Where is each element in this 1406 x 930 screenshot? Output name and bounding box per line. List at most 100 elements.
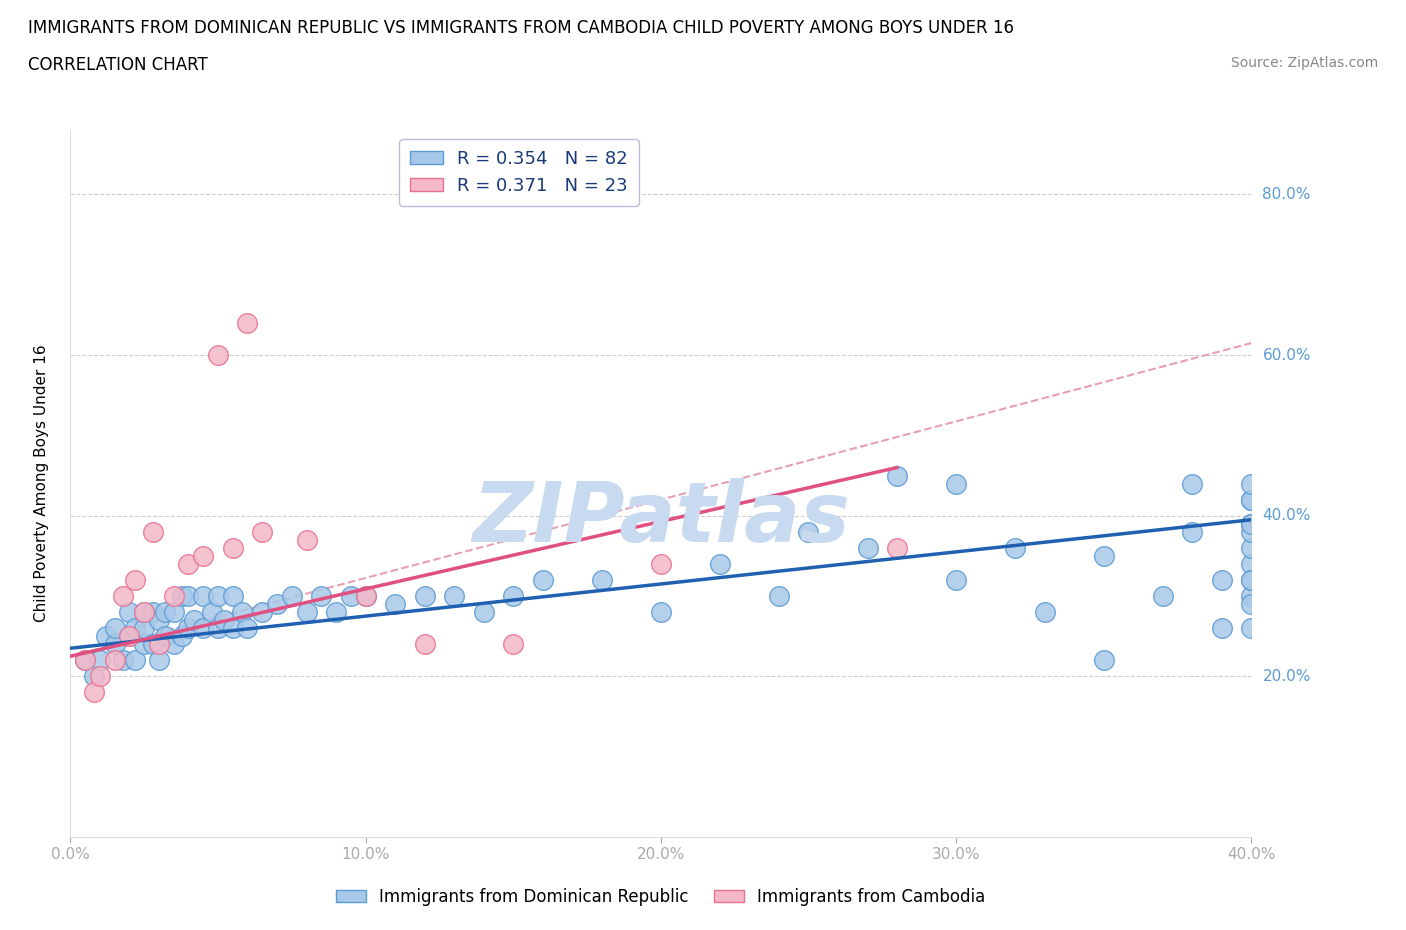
Point [1181,525,1204,539]
Point [104,653,127,668]
Point [212,613,235,628]
Point [797,525,820,539]
Point [118,629,141,644]
Point [118,604,141,619]
Point [231,604,253,619]
Point [886,540,908,555]
Point [222,589,245,604]
Point [191,589,214,604]
Point [124,573,146,588]
Point [1240,620,1263,635]
Point [281,589,304,604]
Point [172,629,194,644]
Point [83,669,105,684]
Point [112,589,135,604]
Point [142,637,165,652]
Point [183,613,205,628]
Point [94,629,117,644]
Point [172,589,194,604]
Point [112,653,135,668]
Point [531,573,554,588]
Point [142,525,165,539]
Point [132,604,156,619]
Point [207,620,229,635]
Point [75,653,96,668]
Text: 80.0%: 80.0% [1263,187,1310,202]
Point [177,620,200,635]
Point [132,604,156,619]
Point [163,637,186,652]
Point [384,597,406,612]
Point [945,573,967,588]
Point [502,637,524,652]
Point [856,540,879,555]
Text: Source: ZipAtlas.com: Source: ZipAtlas.com [1230,56,1378,70]
Legend: R = 0.354   N = 82, R = 0.371   N = 23: R = 0.354 N = 82, R = 0.371 N = 23 [399,140,638,206]
Point [650,556,672,571]
Point [650,604,672,619]
Point [148,653,170,668]
Point [1240,556,1263,571]
Point [132,620,156,635]
Point [148,613,170,628]
Point [201,604,224,619]
Point [207,348,229,363]
Text: 60.0%: 60.0% [1263,348,1310,363]
Point [236,620,259,635]
Point [89,653,111,668]
Point [1240,492,1263,507]
Point [124,653,146,668]
Point [75,653,96,668]
Point [295,532,318,547]
Point [1240,540,1263,555]
Point [1092,549,1115,564]
Point [295,604,318,619]
Point [142,604,165,619]
Point [89,669,111,684]
Text: IMMIGRANTS FROM DOMINICAN REPUBLIC VS IMMIGRANTS FROM CAMBODIA CHILD POVERTY AMO: IMMIGRANTS FROM DOMINICAN REPUBLIC VS IM… [28,19,1014,36]
Point [325,604,347,619]
Point [132,637,156,652]
Point [768,589,790,604]
Point [236,315,259,330]
Point [83,685,105,700]
Point [124,620,146,635]
Point [191,549,214,564]
Point [163,604,186,619]
Point [1240,516,1263,531]
Point [177,556,200,571]
Text: ZIPatlas: ZIPatlas [472,478,849,560]
Point [886,468,908,483]
Point [177,589,200,604]
Point [354,589,377,604]
Point [1092,653,1115,668]
Point [191,620,214,635]
Point [354,589,377,604]
Point [1004,540,1026,555]
Text: CORRELATION CHART: CORRELATION CHART [28,56,208,73]
Point [1240,589,1263,604]
Point [163,589,186,604]
Point [266,597,288,612]
Point [104,620,127,635]
Point [1211,620,1233,635]
Point [443,589,465,604]
Point [1240,476,1263,491]
Point [153,604,176,619]
Legend: Immigrants from Dominican Republic, Immigrants from Cambodia: Immigrants from Dominican Republic, Immi… [329,881,993,912]
Point [1240,573,1263,588]
Point [309,589,333,604]
Text: 20.0%: 20.0% [1263,669,1310,684]
Point [153,629,176,644]
Point [709,556,731,571]
Point [340,589,363,604]
Point [502,589,524,604]
Text: 40.0%: 40.0% [1263,508,1310,524]
Point [250,525,273,539]
Point [1240,516,1263,531]
Point [472,604,495,619]
Point [1181,476,1204,491]
Point [222,540,245,555]
Point [413,637,436,652]
Point [1240,573,1263,588]
